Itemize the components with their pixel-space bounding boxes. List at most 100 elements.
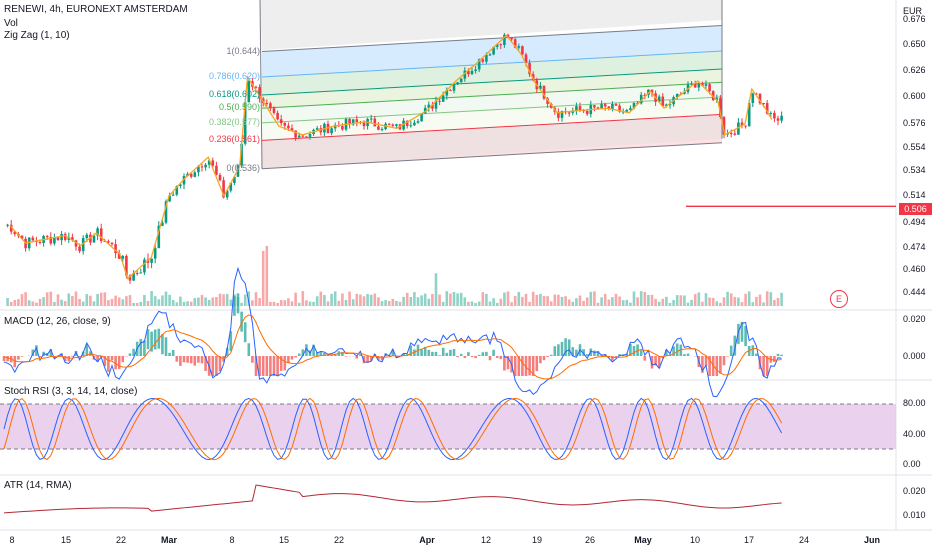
- candle-body: [92, 235, 96, 243]
- fib-label: 1(0.644): [226, 45, 260, 56]
- macd-hist-bar: [722, 356, 726, 366]
- macd-hist-bar: [463, 356, 467, 359]
- macd-hist-bar: [531, 356, 535, 376]
- volume-bar: [366, 293, 369, 306]
- stoch-indicator-label[interactable]: Stoch RSI (3, 3, 14, 14, close): [4, 386, 138, 397]
- candle-body: [485, 54, 488, 62]
- volume-bar: [294, 292, 297, 306]
- volume-bar: [726, 291, 729, 306]
- volume-bar: [755, 296, 758, 306]
- macd-hist-bar: [632, 345, 636, 356]
- volume-bar: [535, 294, 539, 306]
- candle-body: [150, 258, 153, 263]
- candle-body: [247, 81, 251, 103]
- macd-hist-bar: [513, 356, 517, 376]
- candle-body: [459, 78, 463, 83]
- volume-bar: [729, 293, 733, 306]
- volume-bar: [287, 298, 290, 306]
- candles: [6, 33, 783, 284]
- volume-bar: [701, 301, 704, 306]
- price-tick: 0.460: [903, 264, 926, 274]
- candle-body: [6, 224, 9, 226]
- fib-region: [262, 51, 722, 95]
- volume-bar: [398, 301, 402, 306]
- candle-body: [593, 105, 596, 108]
- volume-bar: [495, 302, 499, 306]
- volume-bar: [103, 292, 107, 306]
- candle-body: [305, 136, 308, 138]
- volume-bars: [6, 245, 783, 306]
- macd-hist-bar: [121, 356, 125, 363]
- macd-hist-bar: [6, 356, 9, 362]
- fib-label: 0.382(0.577): [208, 116, 260, 127]
- macd-hist-bar: [236, 293, 240, 314]
- macd-hist-bar: [17, 356, 20, 360]
- macd-hist-bar: [369, 356, 373, 361]
- candle-body: [762, 103, 765, 105]
- candle-body: [276, 112, 279, 120]
- time-tick: May: [634, 535, 652, 545]
- atr_axis-tick: 0.020: [903, 486, 926, 496]
- volume-bar: [445, 291, 449, 306]
- candle-body: [265, 102, 269, 104]
- vol-indicator-label[interactable]: Vol: [4, 18, 18, 29]
- volume-bar: [506, 291, 510, 306]
- candle-body: [744, 125, 747, 127]
- zigzag-indicator-label[interactable]: Zig Zag (1, 10): [4, 30, 70, 41]
- candle-body: [341, 126, 344, 130]
- macd-hist-bar: [117, 356, 121, 370]
- macd-hist-bar: [402, 353, 405, 356]
- volume-bar: [589, 291, 593, 306]
- macd-hist-bar: [355, 356, 359, 359]
- volume-bar: [636, 297, 639, 306]
- price-tick: 0.650: [903, 39, 926, 49]
- earnings-badge[interactable]: E: [830, 290, 848, 308]
- volume-bar: [355, 293, 359, 306]
- atr_axis-tick: 0.010: [903, 510, 926, 520]
- volume-bar: [132, 302, 135, 306]
- candle-body: [355, 119, 359, 122]
- candle-body: [157, 225, 161, 249]
- time-tick: 22: [333, 535, 345, 545]
- macd-hist-bar: [189, 356, 193, 364]
- candle-body: [168, 195, 171, 202]
- volume-bar: [107, 300, 110, 306]
- volume-bar: [56, 294, 60, 306]
- volume-bar: [632, 291, 636, 306]
- candle-body: [618, 105, 621, 112]
- candle-body: [182, 176, 186, 185]
- volume-bar: [503, 292, 506, 306]
- candle-body: [193, 172, 197, 177]
- macd-hist-bar: [377, 356, 380, 360]
- macd-hist-bar: [200, 356, 204, 364]
- macd-hist-bar: [773, 356, 776, 362]
- macd-hist-bar: [312, 344, 315, 356]
- macd-hist-bar: [269, 356, 272, 376]
- macd-hist-bar: [686, 353, 690, 356]
- volume-bar: [96, 293, 99, 306]
- volume-bar: [657, 301, 661, 306]
- macd-hist-bar: [67, 356, 71, 362]
- price-tick: 0.494: [903, 217, 926, 227]
- candle-body: [704, 84, 708, 86]
- candle-body: [258, 87, 261, 99]
- volume-bar: [168, 294, 171, 306]
- macd-hist-bar: [755, 353, 758, 356]
- volume-bar: [348, 291, 351, 306]
- time-tick: 17: [743, 535, 755, 545]
- volume-bar: [553, 294, 557, 306]
- candle-body: [506, 34, 510, 38]
- volume-bar: [78, 298, 81, 306]
- candle-body: [625, 109, 629, 112]
- macd-hist-bar: [456, 356, 459, 358]
- macd-hist-bar: [13, 356, 17, 368]
- volume-bar: [143, 294, 146, 306]
- macd-hist-bar: [233, 295, 236, 316]
- candle-body: [495, 44, 499, 47]
- atr-indicator-label[interactable]: ATR (14, RMA): [4, 480, 72, 491]
- macd-hist-bar: [294, 356, 297, 358]
- macd-indicator-label[interactable]: MACD (12, 26, close, 9): [4, 316, 111, 327]
- macd-hist-bar: [477, 354, 481, 356]
- volume-bar: [402, 296, 405, 306]
